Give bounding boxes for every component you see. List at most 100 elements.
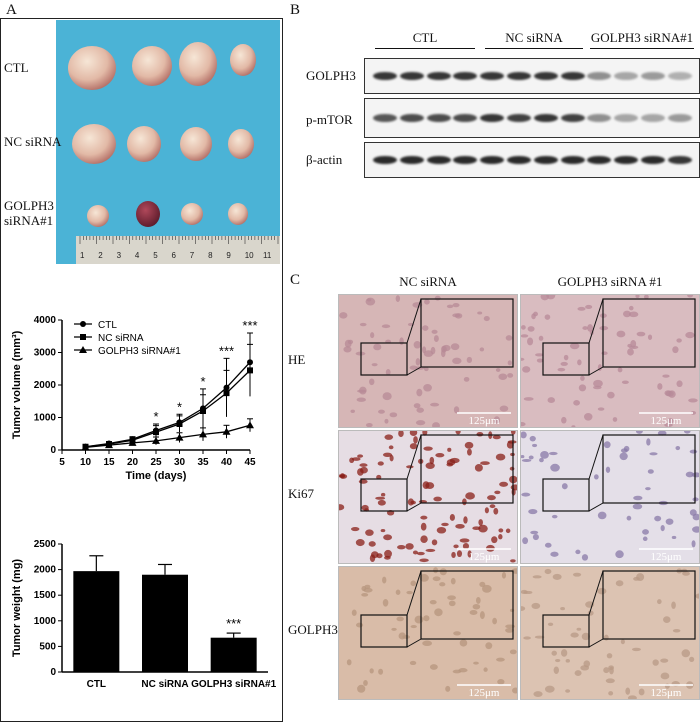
wb-band	[373, 72, 397, 80]
cell-nucleus	[384, 549, 392, 558]
legend-marker	[80, 321, 86, 327]
legend-marker	[80, 334, 86, 340]
y-tick-label: 1000	[34, 413, 57, 424]
cell-nucleus	[560, 649, 568, 657]
cell-nucleus	[429, 599, 437, 605]
ruler-number: 5	[153, 251, 158, 260]
cell-nucleus	[413, 403, 421, 409]
cell-nucleus	[544, 314, 551, 320]
cell-nucleus	[369, 668, 374, 674]
cell-nucleus	[452, 313, 461, 318]
panel-a-frame	[0, 18, 283, 722]
cell-nucleus	[550, 551, 559, 557]
cell-nucleus	[587, 324, 594, 332]
data-point	[128, 438, 137, 446]
cell-nucleus	[672, 629, 681, 633]
cell-nucleus	[657, 383, 663, 390]
wb-band	[560, 156, 585, 164]
scale-bar-label: 125μm	[651, 415, 682, 427]
tumor-photo: 1 2 3 4 5 6 7 8 9 10 11	[56, 20, 280, 264]
cell-nucleus	[487, 495, 496, 501]
cell-nucleus	[478, 519, 483, 526]
cell-nucleus	[607, 391, 615, 399]
cell-nucleus	[493, 416, 501, 424]
significance-mark: ***	[226, 616, 241, 631]
significance-mark: ***	[219, 343, 234, 358]
cell-nucleus	[511, 488, 516, 496]
cell-nucleus	[479, 347, 485, 352]
cell-nucleus	[521, 589, 528, 595]
wb-group-line-golph3	[590, 48, 694, 49]
cell-nucleus	[414, 615, 424, 624]
y-tick-label: 4000	[34, 315, 57, 326]
cell-nucleus	[532, 575, 542, 579]
cell-nucleus	[406, 465, 414, 469]
zoom-source-box	[360, 478, 408, 512]
wb-band	[426, 114, 451, 122]
ruler-number: 10	[245, 251, 254, 260]
x-axis-label: Time (days)	[126, 470, 187, 482]
cell-nucleus	[652, 659, 659, 666]
cell-nucleus	[649, 452, 658, 456]
cell-nucleus	[363, 680, 368, 686]
cell-nucleus	[425, 462, 435, 469]
cell-nucleus	[356, 622, 364, 628]
wb-band	[480, 114, 505, 122]
cell-nucleus	[478, 524, 488, 533]
cell-nucleus	[615, 550, 624, 559]
cell-nucleus	[477, 311, 483, 315]
cell-nucleus	[521, 458, 532, 462]
data-point	[176, 421, 183, 427]
cell-nucleus	[507, 360, 512, 366]
significance-mark: *	[153, 409, 158, 424]
cell-nucleus	[423, 350, 434, 357]
zoom-inset-box	[420, 434, 514, 504]
cell-nucleus	[375, 496, 386, 500]
cell-nucleus	[376, 474, 382, 480]
cell-nucleus	[479, 611, 485, 620]
ihc-tile: 125μm	[520, 294, 700, 428]
cell-nucleus	[407, 498, 414, 506]
cell-nucleus	[462, 498, 467, 506]
cell-nucleus	[647, 469, 654, 474]
cell-nucleus	[539, 457, 544, 463]
cell-nucleus	[538, 335, 544, 341]
cell-nucleus	[636, 331, 646, 337]
zoom-inset-box	[602, 570, 696, 640]
y-tick-label: 2000	[34, 380, 57, 391]
data-point	[175, 433, 184, 441]
wb-band	[560, 72, 585, 80]
cell-nucleus	[351, 609, 357, 616]
cell-nucleus	[435, 452, 445, 458]
cell-nucleus	[608, 665, 614, 671]
cell-nucleus	[689, 656, 695, 663]
wb-band	[641, 72, 665, 80]
wb-band	[453, 114, 478, 122]
cell-nucleus	[449, 457, 460, 464]
cell-nucleus	[381, 324, 391, 329]
legend-label: CTL	[98, 320, 117, 331]
cell-nucleus	[509, 466, 515, 471]
cell-nucleus	[473, 661, 479, 665]
ruler-number: 1	[80, 251, 85, 260]
cell-nucleus	[672, 346, 679, 354]
legend-label: GOLPH3 siRNA#1	[98, 346, 181, 357]
y-tick-label: 1000	[34, 616, 57, 627]
x-tick-label: 30	[174, 457, 186, 468]
series-line	[85, 424, 251, 449]
cell-nucleus	[691, 540, 696, 548]
cell-nucleus	[425, 548, 436, 552]
cell-nucleus	[540, 451, 549, 459]
y-tick-label: 0	[50, 667, 56, 678]
cell-nucleus	[527, 326, 535, 332]
y-tick-label: 2500	[34, 539, 57, 550]
cell-nucleus	[671, 601, 676, 609]
cell-nucleus	[580, 375, 585, 381]
wb-band	[399, 114, 424, 122]
cell-nucleus	[635, 295, 640, 298]
x-tick-label: 35	[197, 457, 209, 468]
cell-nucleus	[422, 481, 430, 489]
zoom-source-box	[542, 614, 590, 648]
wb-row-golph3	[364, 58, 700, 94]
cell-nucleus	[521, 606, 526, 611]
